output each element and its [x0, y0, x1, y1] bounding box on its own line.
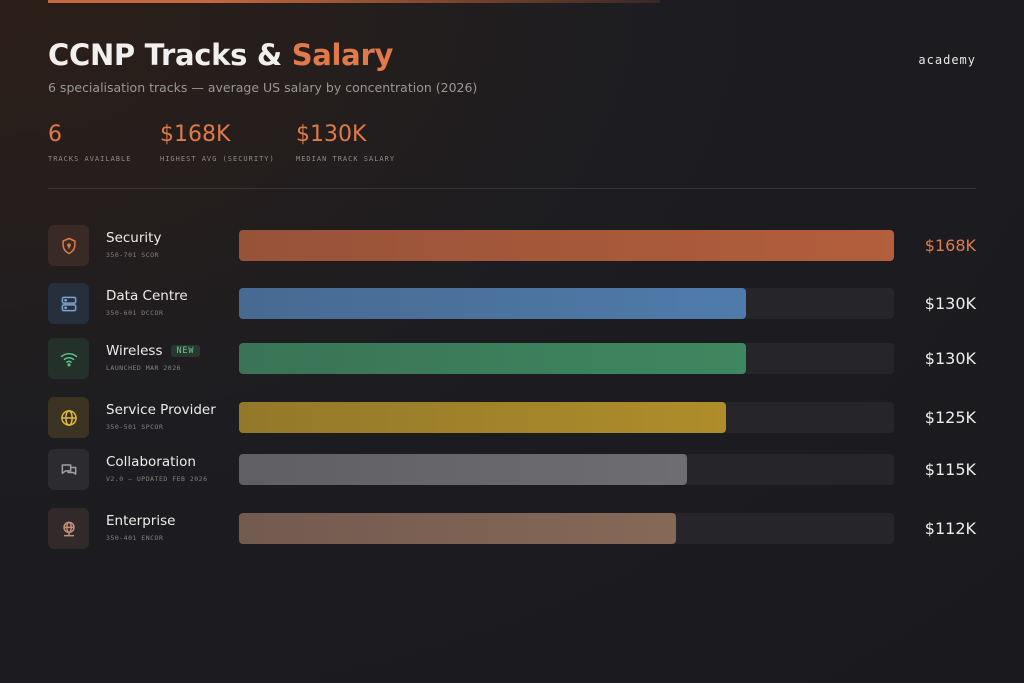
bar-track — [239, 513, 894, 544]
track-subtitle: 350-701 SCOR — [106, 251, 159, 259]
value-label: $168K — [924, 236, 976, 255]
category-label: Collaboration — [106, 454, 196, 470]
stat-value: 6 — [48, 122, 62, 147]
bar-security — [239, 230, 894, 261]
track-name: Collaboration — [106, 454, 196, 470]
server-icon — [48, 283, 89, 324]
bar-service-provider — [239, 402, 726, 433]
stat-tracks: 6 TRACKS AVAILABLE — [48, 122, 131, 163]
stat-label: HIGHEST AVG (SECURITY) — [160, 155, 275, 163]
value-label: $112K — [924, 519, 976, 538]
bar-wireless — [239, 343, 746, 374]
category-label: Wireless — [106, 343, 163, 359]
track-subtitle: V2.0 — UPDATED FEB 2026 — [106, 475, 208, 483]
track-name: Data Centre — [106, 288, 188, 304]
globe-icon — [48, 397, 89, 438]
value-label: $130K — [924, 349, 976, 368]
stat-label: MEDIAN TRACK SALARY — [296, 155, 396, 163]
value-label: $115K — [924, 460, 976, 479]
top-accent-bar — [48, 0, 660, 3]
track-name: Security — [106, 230, 161, 246]
value-label: $125K — [924, 408, 976, 427]
track-name: Wireless NEW — [106, 343, 201, 359]
chart-row: Enterprise 350-401 ENCOR $112K — [48, 508, 976, 550]
category-label: Enterprise — [106, 513, 176, 529]
bar-track — [239, 230, 894, 261]
bar-collaboration — [239, 454, 687, 485]
track-subtitle: LAUNCHED MAR 2026 — [106, 364, 182, 372]
brand-logo: academy — [918, 53, 976, 67]
track-subtitle: 350-601 DCCOR — [106, 309, 164, 317]
title-accent: Salary — [291, 38, 394, 72]
bar-enterprise — [239, 513, 676, 544]
bar-track — [239, 402, 894, 433]
chart-row: Security 350-701 SCOR $168K — [48, 225, 976, 267]
new-badge: NEW — [170, 345, 201, 357]
chart-row: Service Provider 350-501 SPCOR $125K — [48, 397, 976, 439]
track-subtitle: 350-501 SPCOR — [106, 423, 164, 431]
page-title: CCNP Tracks & Salary — [48, 38, 393, 72]
stat-median: $130K MEDIAN TRACK SALARY — [296, 122, 395, 163]
stat-highest: $168K HIGHEST AVG (SECURITY) — [160, 122, 275, 163]
category-label: Service Provider — [106, 402, 216, 418]
shield-icon — [48, 225, 89, 266]
bar-track — [239, 343, 894, 374]
value-label: $130K — [924, 294, 976, 313]
bar-track — [239, 454, 894, 485]
page-subtitle: 6 specialisation tracks — average US sal… — [48, 80, 478, 95]
category-label: Data Centre — [106, 288, 188, 304]
wifi-icon — [48, 338, 89, 379]
title-main: CCNP Tracks & — [48, 38, 292, 72]
chart-row: Data Centre 350-601 DCCOR $130K — [48, 283, 976, 325]
category-label: Security — [106, 230, 162, 246]
divider — [48, 188, 976, 189]
track-subtitle: 350-401 ENCOR — [106, 534, 164, 542]
bar-data-centre — [239, 288, 746, 319]
track-name: Service Provider — [106, 402, 216, 418]
chat-icon — [48, 449, 89, 490]
stat-value: $168K — [160, 122, 231, 147]
track-name: Enterprise — [106, 513, 175, 529]
chart-row: Wireless NEW LAUNCHED MAR 2026 $130K — [48, 338, 976, 380]
network-globe-icon — [48, 508, 89, 549]
chart-row: Collaboration V2.0 — UPDATED FEB 2026 $115… — [48, 449, 976, 491]
stat-label: TRACKS AVAILABLE — [48, 155, 132, 163]
bar-track — [239, 288, 894, 319]
stat-value: $130K — [296, 122, 367, 147]
